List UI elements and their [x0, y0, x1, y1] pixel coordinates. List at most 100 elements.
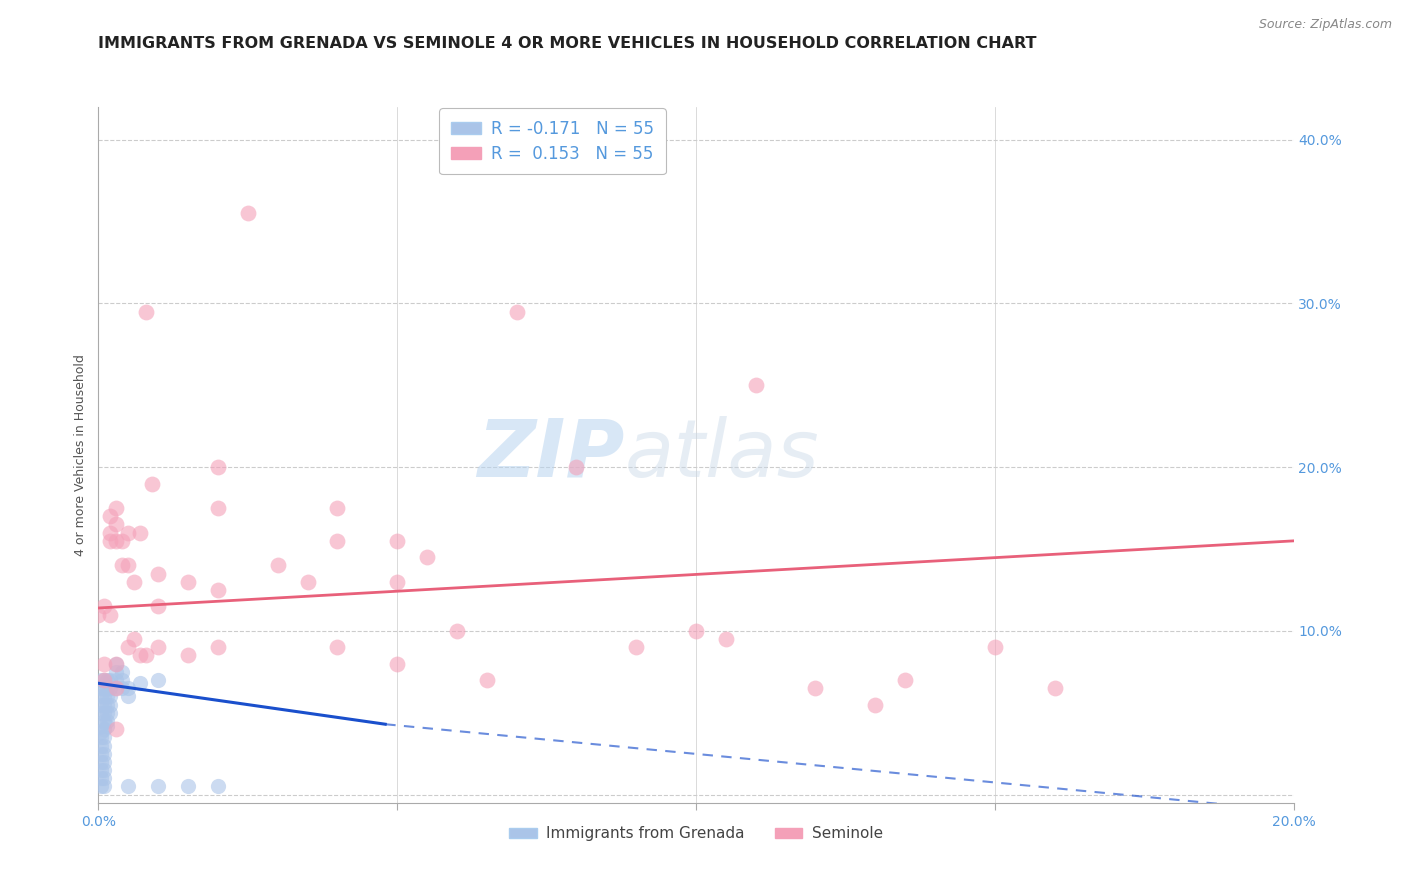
Point — [129, 525, 152, 540]
Point — [207, 460, 229, 475]
Text: atlas: atlas — [624, 416, 820, 494]
Text: IMMIGRANTS FROM GRENADA VS SEMINOLE 4 OR MORE VEHICLES IN HOUSEHOLD CORRELATION : IMMIGRANTS FROM GRENADA VS SEMINOLE 4 OR… — [98, 36, 1036, 51]
Point — [105, 657, 128, 671]
Point — [105, 681, 128, 696]
Point — [148, 673, 170, 687]
Point — [90, 739, 112, 753]
Point — [685, 624, 707, 638]
Point — [745, 378, 768, 392]
Point — [105, 673, 128, 687]
Point — [385, 574, 409, 589]
Point — [207, 582, 229, 597]
Point — [117, 525, 139, 540]
Point — [98, 698, 122, 712]
Point — [148, 640, 170, 655]
Point — [416, 550, 439, 565]
Point — [90, 719, 112, 733]
Point — [714, 632, 737, 646]
Point — [626, 640, 648, 655]
Point — [117, 640, 139, 655]
Point — [105, 517, 128, 532]
Point — [148, 599, 170, 614]
Point — [90, 763, 112, 777]
Point — [96, 714, 118, 728]
Point — [177, 780, 200, 794]
Point — [96, 673, 118, 687]
Point — [117, 690, 139, 704]
Point — [96, 690, 118, 704]
Point — [105, 722, 128, 736]
Point — [326, 533, 349, 548]
Point — [93, 698, 115, 712]
Point — [98, 681, 122, 696]
Point — [90, 731, 112, 745]
Text: ZIP: ZIP — [477, 416, 624, 494]
Point — [111, 681, 134, 696]
Point — [96, 698, 118, 712]
Point — [93, 763, 115, 777]
Point — [87, 607, 110, 622]
Point — [90, 755, 112, 769]
Point — [111, 558, 134, 573]
Point — [446, 624, 468, 638]
Point — [90, 747, 112, 761]
Point — [385, 657, 409, 671]
Point — [297, 574, 319, 589]
Point — [111, 673, 134, 687]
Point — [135, 648, 157, 663]
Point — [93, 714, 115, 728]
Point — [93, 706, 115, 720]
Point — [93, 673, 115, 687]
Point — [93, 722, 115, 736]
Point — [90, 780, 112, 794]
Point — [105, 665, 128, 679]
Point — [124, 574, 146, 589]
Text: Source: ZipAtlas.com: Source: ZipAtlas.com — [1258, 18, 1392, 31]
Point — [177, 574, 200, 589]
Point — [385, 533, 409, 548]
Point — [98, 607, 122, 622]
Point — [475, 673, 498, 687]
Point — [105, 501, 128, 516]
Point — [117, 681, 139, 696]
Point — [98, 509, 122, 524]
Point — [93, 681, 115, 696]
Point — [98, 690, 122, 704]
Point — [96, 681, 118, 696]
Point — [93, 731, 115, 745]
Point — [93, 673, 115, 687]
Point — [93, 755, 115, 769]
Point — [90, 681, 112, 696]
Point — [93, 780, 115, 794]
Point — [207, 640, 229, 655]
Point — [90, 725, 112, 739]
Point — [207, 501, 229, 516]
Point — [93, 599, 115, 614]
Point — [117, 558, 139, 573]
Point — [1043, 681, 1066, 696]
Point — [141, 476, 163, 491]
Point — [93, 739, 115, 753]
Point — [93, 747, 115, 761]
Point — [90, 690, 112, 704]
Point — [267, 558, 290, 573]
Point — [96, 719, 118, 733]
Point — [90, 771, 112, 785]
Point — [98, 525, 122, 540]
Point — [105, 681, 128, 696]
Point — [90, 706, 112, 720]
Legend: R = -0.171   N = 55, R =  0.153   N = 55: R = -0.171 N = 55, R = 0.153 N = 55 — [440, 109, 665, 175]
Point — [90, 698, 112, 712]
Point — [135, 304, 157, 318]
Point — [148, 566, 170, 581]
Point — [93, 771, 115, 785]
Point — [124, 632, 146, 646]
Point — [93, 657, 115, 671]
Point — [105, 657, 128, 671]
Point — [111, 533, 134, 548]
Point — [207, 780, 229, 794]
Point — [894, 673, 917, 687]
Point — [865, 698, 887, 712]
Point — [90, 673, 112, 687]
Point — [804, 681, 827, 696]
